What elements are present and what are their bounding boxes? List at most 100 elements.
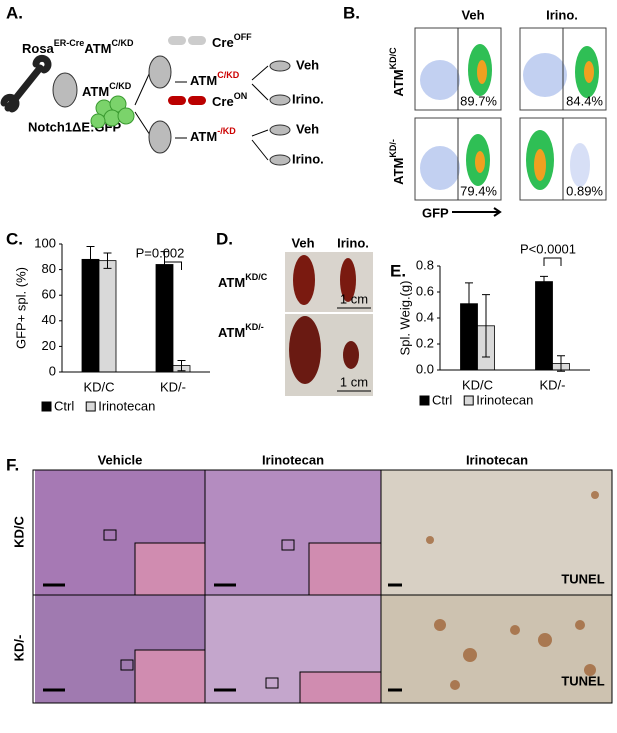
mouse-icon: [148, 55, 172, 89]
sup: KD/-: [388, 139, 398, 158]
percent: 0.89%: [566, 183, 603, 198]
row-label: ATMKD/C: [388, 47, 406, 97]
bar: [535, 281, 553, 371]
y-tick-label: 80: [42, 261, 56, 276]
arrow: [452, 207, 502, 217]
text: ATM: [391, 158, 406, 185]
error-bar: [557, 355, 565, 372]
pill: [188, 36, 206, 45]
flow-density: [420, 28, 599, 200]
row-label: ATMKD/-: [218, 322, 264, 340]
mouse-icon: [52, 72, 78, 108]
y-tick-label: 100: [34, 235, 56, 250]
x-tick-label: KD/C: [462, 377, 493, 392]
arm: Irino.: [292, 151, 324, 166]
lower-genotype: ATM-/KD: [190, 126, 236, 144]
text: ATM: [218, 275, 245, 290]
row-label: ATMKD/C: [218, 272, 268, 290]
column-header: Irino.: [546, 7, 578, 22]
panel-label: E.: [390, 261, 406, 280]
y-tick-label: 20: [42, 338, 56, 353]
y-tick-label: 60: [42, 287, 56, 302]
text: Cre: [212, 35, 234, 50]
cells-icon: [90, 95, 135, 129]
text: ATM: [190, 73, 217, 88]
panel-label: F.: [6, 455, 19, 474]
error-bar: [465, 282, 473, 325]
significance-bracket: [164, 261, 182, 270]
histology: [381, 470, 612, 595]
row-label: KD/-: [11, 635, 26, 662]
bar: [98, 260, 117, 373]
bar: [81, 258, 100, 373]
axis-label: GFP: [422, 205, 449, 220]
text: ATM: [218, 325, 245, 340]
percent: 89.7%: [460, 93, 497, 108]
sup: C/KD: [109, 81, 131, 91]
spleen: [293, 255, 315, 305]
spleen: [343, 341, 359, 369]
panel-b: B. Veh Irino. ATMKD/C ATMKD/- 89.7% 84.4…: [343, 3, 607, 220]
error-bar: [482, 294, 490, 358]
arm: Irino.: [292, 91, 324, 106]
scale-bar: [337, 307, 371, 392]
sup: KD/C: [245, 272, 267, 282]
x-tick-label: KD/-: [540, 377, 566, 392]
column-header: Veh: [461, 7, 484, 22]
arm: Veh: [296, 57, 319, 72]
sup: OFF: [234, 32, 252, 42]
error-bar: [177, 359, 186, 372]
legend-swatch: [41, 401, 52, 412]
bone-icon: [0, 54, 52, 113]
bar: [155, 264, 174, 373]
inset-markers: [103, 529, 295, 689]
y-tick-label: 0.2: [416, 335, 434, 350]
row-label: ATMKD/-: [388, 139, 406, 185]
y-axis-label: Spl. Weig.(g): [397, 281, 412, 356]
arrow: [175, 65, 269, 161]
stain-label: TUNEL: [561, 571, 604, 586]
axis-line: [439, 266, 590, 371]
genotype: RosaER-CreATMC/KD: [22, 38, 134, 56]
row-label: KD/C: [11, 516, 26, 548]
mouse-icons: [269, 60, 291, 166]
error-bar: [540, 275, 548, 288]
insets: [134, 542, 382, 704]
scale-label: 1 cm: [340, 374, 368, 389]
sup: -/KD: [217, 126, 236, 136]
donor: ATMC/KD: [82, 81, 132, 99]
panel-a: A. RosaER-CreATMC/KD Notch1ΔE:GFP ATMC/K…: [0, 3, 324, 166]
bar-chart: 0 20 40 60 80 100 GFP+ spl. (%) KD/C KD/- P=0.002…: [13, 235, 210, 413]
text: Cre: [212, 94, 234, 109]
percent: 84.4%: [566, 93, 603, 108]
column-header: Vehicle: [98, 452, 143, 467]
scale-bar: [43, 583, 402, 692]
panel-f: F. Vehicle Irinotecan Irinotecan KD/C KD…: [6, 452, 613, 704]
panel-label: D.: [216, 229, 233, 248]
column-header: Irinotecan: [466, 452, 528, 467]
stain-label: TUNEL: [561, 673, 604, 688]
panel-label: B.: [343, 3, 360, 22]
x-tick-label: KD/-: [160, 379, 186, 394]
panel-d: D. Veh Irino. ATMKD/C ATMKD/- 1 cm 1 cm: [216, 229, 373, 396]
error-bar: [86, 246, 95, 273]
annotation: P<0.0001: [520, 241, 576, 256]
tunel-stain: [426, 491, 599, 690]
sup: ON: [234, 91, 248, 101]
error-bar: [103, 252, 112, 269]
y-tick-label: 40: [42, 312, 56, 327]
y-tick-label: 0.8: [416, 257, 434, 272]
legend-label: Irinotecan: [476, 392, 533, 407]
spleen: [340, 258, 356, 302]
annotation: P=0.002: [136, 245, 185, 260]
y-tick-label: 0.4: [416, 309, 434, 324]
panel-label: A.: [6, 3, 23, 22]
y-tick-label: 0.6: [416, 283, 434, 298]
pill: [188, 96, 206, 105]
x-tick-label: KD/C: [83, 379, 114, 394]
mouse-icon: [148, 120, 172, 154]
scale-label: 1 cm: [340, 291, 368, 306]
column-header: Irinotecan: [262, 452, 324, 467]
text: ATM: [190, 129, 217, 144]
